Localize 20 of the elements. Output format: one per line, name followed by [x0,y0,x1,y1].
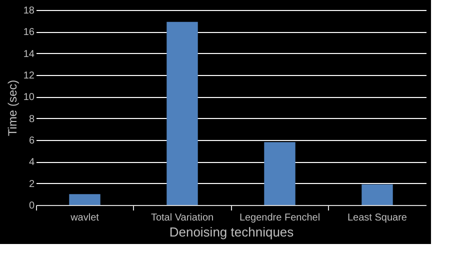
x-tick-label: wavlet [70,212,100,224]
y-tick-label: 0 [28,200,35,212]
y-tick-label: 2 [28,178,35,190]
x-axis-title: Denoising techniques [169,224,294,240]
bar [166,22,198,205]
y-tick-label: 14 [23,48,35,60]
y-tick-label: 6 [28,136,35,146]
x-tick-label: Legendre Fenchel [239,212,320,224]
y-tick-label: 18 [23,6,35,16]
y-tick-label: 8 [28,114,35,125]
bar [69,194,100,205]
y-tick-label: 12 [23,70,35,82]
bar [264,142,296,205]
x-tick-label: Total Variation [150,212,214,224]
y-tick-label: 4 [28,157,35,168]
bar [362,184,393,205]
y-tick-label: 16 [23,27,35,38]
y-tick-label: 10 [23,92,35,104]
y-axis-title: Time (sec) [5,80,20,136]
x-tick-label: Least Square [348,212,408,224]
